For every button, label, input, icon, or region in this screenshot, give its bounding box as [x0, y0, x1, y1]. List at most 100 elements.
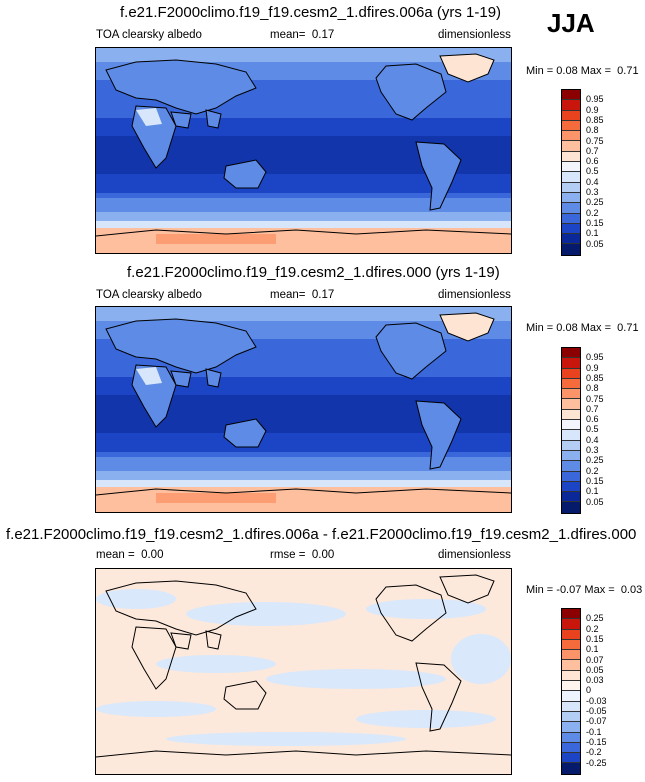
colorbar-swatch — [562, 753, 580, 764]
colorbar-tick-label: 0.1 — [586, 486, 599, 497]
colorbar-swatch — [562, 763, 580, 774]
colorbar-swatch — [562, 732, 580, 743]
panel3-min-value: -0.07 — [556, 584, 582, 596]
colorbar-tick-label: 0.6 — [586, 414, 599, 425]
colorbar-tick-label: 0 — [586, 685, 592, 696]
colorbar-swatch — [562, 203, 580, 214]
colorbar-tick-label: 0.15 — [586, 217, 604, 228]
colorbar-swatch — [562, 100, 580, 111]
colorbar-tick-label: 0.8 — [586, 383, 599, 394]
colorbar-tick-label: 0.3 — [586, 445, 599, 455]
colorbar-tick-label: -0.07 — [586, 716, 607, 727]
panel2-colorbar — [561, 347, 581, 514]
colorbar-swatch — [562, 162, 580, 173]
panel3-rmse-value: 0.00 — [311, 549, 335, 561]
panel3-mean: mean = 0.00 — [96, 549, 163, 561]
panel2-minmax: Min = 0.08 Max = 0.71 — [526, 322, 639, 334]
colorbar-swatch — [562, 691, 580, 702]
colorbar-swatch — [562, 172, 580, 183]
panel1-max-label: Max = — [580, 65, 612, 77]
panel1-mean-value: 0.17 — [311, 29, 335, 41]
panel3-mean-label: mean = — [96, 549, 135, 561]
panel3-max-label: Max = — [584, 584, 615, 596]
panel1-minmax: Min = 0.08 Max = 0.71 — [526, 65, 639, 77]
colorbar-swatch — [562, 629, 580, 640]
panel3-title: f.e21.F2000climo.f19_f19.cesm2_1.dfires.… — [6, 526, 637, 543]
panel3-mean-value: 0.00 — [141, 549, 164, 561]
colorbar-tick-label: 0.05 — [586, 238, 604, 249]
panel3-rmse: rmse = 0.00 — [270, 549, 334, 561]
panel1-min-label: Min = — [526, 65, 554, 77]
colorbar-tick-label: 0.75 — [586, 135, 604, 146]
colorbar-tick-label: -0.25 — [586, 757, 607, 768]
colorbar-swatch — [562, 650, 580, 661]
panel1-colorbar — [561, 89, 581, 256]
colorbar-tick-label: 0.6 — [586, 156, 599, 167]
colorbar-swatch — [562, 430, 580, 441]
panel1-min-value: 0.08 — [556, 65, 578, 77]
colorbar-swatch — [562, 213, 580, 224]
colorbar-tick-label: 0.9 — [586, 104, 599, 115]
colorbar-tick-label: -0.05 — [586, 706, 607, 716]
colorbar-tick-label: 0.95 — [586, 352, 604, 363]
colorbar-tick-label: 0.25 — [586, 455, 604, 466]
colorbar-swatch — [562, 450, 580, 462]
panel2-min-label: Min = — [526, 322, 554, 334]
colorbar-swatch — [562, 234, 580, 245]
panel2-min-value: 0.08 — [556, 322, 578, 334]
colorbar-swatch — [562, 481, 580, 493]
colorbar-swatch — [562, 701, 580, 712]
colorbar-tick-label: 0.15 — [586, 475, 604, 486]
colorbar-swatch — [562, 609, 580, 620]
colorbar-swatch — [562, 742, 580, 754]
colorbar-swatch — [562, 90, 580, 101]
colorbar-swatch — [562, 110, 580, 121]
colorbar-swatch — [562, 131, 580, 142]
colorbar-swatch — [562, 681, 580, 692]
colorbar-tick-label: 0.25 — [586, 613, 604, 624]
colorbar-tick-label: 0.15 — [586, 633, 604, 644]
colorbar-swatch — [562, 192, 580, 204]
colorbar-swatch — [562, 440, 580, 451]
colorbar-swatch — [562, 182, 580, 193]
panel2-units: dimensionless — [438, 289, 511, 301]
colorbar-swatch — [562, 722, 580, 733]
colorbar-swatch — [562, 389, 580, 400]
panel2-map — [95, 306, 512, 513]
panel1-mean-label: mean= — [270, 29, 306, 41]
colorbar-swatch — [562, 358, 580, 369]
panel2-mean: mean= 0.17 — [270, 289, 334, 301]
colorbar-tick-label: 0.1 — [586, 644, 599, 655]
panel1-units: dimensionless — [438, 29, 511, 41]
colorbar-tick-label: -0.1 — [586, 726, 602, 737]
panel3-units: dimensionless — [438, 549, 511, 561]
colorbar-swatch — [562, 492, 580, 503]
colorbar-swatch — [562, 409, 580, 421]
panel3-colorbar — [561, 608, 581, 775]
panel3-min-label: Min = — [526, 584, 554, 596]
colorbar-tick-label: -0.15 — [586, 736, 607, 747]
colorbar-swatch — [562, 471, 580, 482]
colorbar-tick-label: 0.85 — [586, 114, 604, 125]
panel2-variable: TOA clearsky albedo — [96, 289, 202, 301]
panel2-max-value: 0.71 — [617, 322, 639, 334]
panel1-title: f.e21.F2000climo.f19_f19.cesm2_1.dfires.… — [120, 4, 502, 21]
colorbar-tick-label: 0.05 — [586, 664, 604, 675]
colorbar-swatch — [562, 244, 580, 255]
colorbar-tick-label: 0.5 — [586, 166, 599, 177]
colorbar-tick-label: 0.85 — [586, 372, 604, 383]
panel1-map — [95, 47, 512, 254]
colorbar-tick-label: 0.07 — [586, 654, 604, 665]
colorbar-tick-label: 0.25 — [586, 197, 604, 208]
colorbar-tick-label: 0.7 — [586, 403, 599, 414]
panel1-mean: mean= 0.17 — [270, 29, 334, 41]
colorbar-swatch — [562, 619, 580, 630]
panel2-mean-label: mean= — [270, 289, 306, 301]
colorbar-swatch — [562, 670, 580, 682]
colorbar-tick-label: 0.2 — [586, 465, 599, 476]
colorbar-swatch — [562, 348, 580, 359]
panel3-map — [95, 568, 512, 775]
colorbar-tick-label: 0.03 — [586, 675, 604, 686]
colorbar-swatch — [562, 368, 580, 379]
colorbar-tick-label: 0.75 — [586, 393, 604, 404]
